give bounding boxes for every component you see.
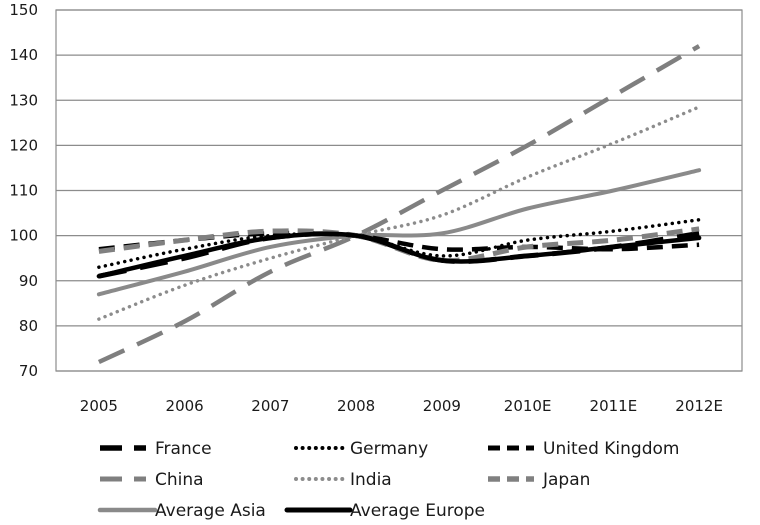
legend-label-china: China (155, 470, 204, 490)
x-tick-label: 2008 (337, 397, 375, 415)
x-tick-label: 2009 (423, 397, 461, 415)
legend-label-germany: Germany (350, 439, 428, 459)
y-tick-label: 80 (19, 317, 38, 335)
y-tick-label: 90 (19, 272, 38, 290)
legend-label-average-europe: Average Europe (350, 501, 485, 521)
y-tick-label: 110 (9, 182, 38, 200)
y-tick-label: 100 (9, 227, 38, 245)
y-tick-label: 130 (9, 91, 38, 109)
x-tick-label: 2007 (251, 397, 289, 415)
series-line-india (97, 105, 701, 321)
legend: France Germany United Kingdom China India Jap… (97, 439, 679, 521)
x-tick-label: 2006 (166, 397, 204, 415)
y-tick-label: 150 (9, 1, 38, 19)
legend-label-france: France (155, 439, 212, 459)
legend-label-united-kingdom: United Kingdom (543, 439, 679, 459)
y-tick-label: 70 (19, 362, 38, 380)
y-axis-tick-labels: 70 80 90 100 110 120 130 140 150 (9, 1, 38, 380)
x-tick-label: 2011E (590, 397, 638, 415)
x-tick-label: 2005 (80, 397, 118, 415)
series-lines (96, 44, 702, 365)
series-line-average-europe (96, 231, 702, 279)
series-line-china (97, 44, 701, 365)
x-axis-tick-labels: 2005 2006 2007 2008 2009 2010E 2011E 2012E (80, 397, 723, 415)
legend-label-average-asia: Average Asia (155, 501, 266, 521)
y-tick-label: 120 (9, 136, 38, 154)
legend-label-india: India (350, 470, 392, 490)
series-line-average-asia (96, 168, 702, 297)
x-tick-label: 2010E (504, 397, 552, 415)
legend-label-japan: Japan (542, 470, 590, 490)
y-tick-label: 140 (9, 46, 38, 64)
gridlines (55, 9, 743, 372)
x-tick-label: 2012E (675, 397, 723, 415)
